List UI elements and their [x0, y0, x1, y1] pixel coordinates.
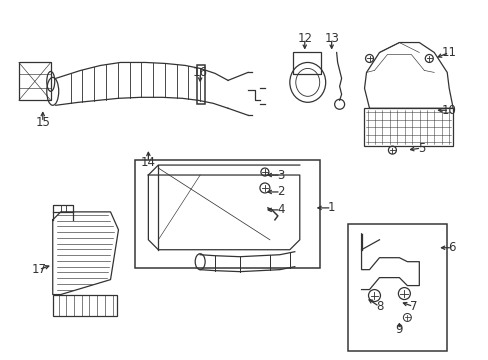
Text: 9: 9 — [395, 323, 402, 336]
Bar — [363, 108, 452, 146]
Text: 5: 5 — [417, 141, 424, 155]
Bar — [347, 224, 447, 351]
Text: 1: 1 — [327, 201, 335, 215]
Text: 2: 2 — [277, 185, 284, 198]
Bar — [292, 53, 320, 75]
Bar — [197, 66, 205, 104]
Text: 11: 11 — [441, 46, 456, 59]
Text: 3: 3 — [277, 168, 284, 181]
Text: 16: 16 — [192, 66, 207, 79]
Text: 17: 17 — [31, 263, 46, 276]
Text: 7: 7 — [409, 300, 416, 313]
Text: 8: 8 — [375, 300, 383, 313]
Text: 14: 14 — [141, 156, 156, 168]
Bar — [135, 160, 319, 268]
Text: 15: 15 — [35, 116, 50, 129]
Text: 12: 12 — [297, 32, 312, 45]
Bar — [53, 294, 117, 316]
Text: 13: 13 — [324, 32, 338, 45]
Text: 10: 10 — [441, 104, 456, 117]
Text: 4: 4 — [277, 203, 284, 216]
Bar — [19, 62, 51, 100]
Text: 6: 6 — [447, 241, 455, 254]
